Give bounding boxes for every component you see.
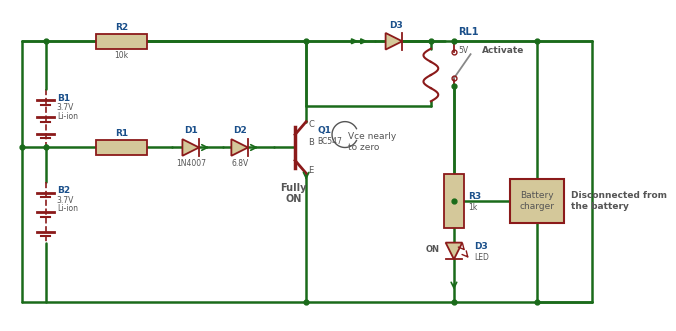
Text: RL1: RL1 xyxy=(458,27,479,37)
Text: 1N4007: 1N4007 xyxy=(176,160,206,168)
Polygon shape xyxy=(445,243,462,259)
Text: D3: D3 xyxy=(389,21,403,30)
Polygon shape xyxy=(361,39,366,44)
Text: Q1: Q1 xyxy=(317,126,331,135)
Bar xyxy=(443,174,464,228)
Polygon shape xyxy=(352,39,357,44)
Bar xyxy=(510,179,564,223)
Text: D3: D3 xyxy=(475,242,488,251)
Text: D1: D1 xyxy=(184,126,197,135)
Text: R1: R1 xyxy=(115,129,128,138)
Text: 1k: 1k xyxy=(468,203,477,212)
Text: B: B xyxy=(308,138,314,147)
Text: 3.7V: 3.7V xyxy=(57,196,74,205)
Text: 3.7V: 3.7V xyxy=(57,103,74,112)
Text: R3: R3 xyxy=(468,192,481,201)
Text: R2: R2 xyxy=(115,23,128,32)
Text: D2: D2 xyxy=(233,126,247,135)
Polygon shape xyxy=(231,139,248,156)
Bar xyxy=(95,34,147,49)
Polygon shape xyxy=(183,139,199,156)
Text: 6.8V: 6.8V xyxy=(231,160,248,168)
Text: Fully: Fully xyxy=(280,183,306,193)
Text: 5V: 5V xyxy=(458,46,468,55)
Bar xyxy=(95,140,147,155)
Text: charger: charger xyxy=(520,202,554,211)
Text: LED: LED xyxy=(475,253,489,262)
Text: B1: B1 xyxy=(57,94,70,103)
Text: Li-ion: Li-ion xyxy=(57,204,78,213)
Text: Battery: Battery xyxy=(521,191,554,200)
Text: Disconnected from: Disconnected from xyxy=(571,191,667,200)
Text: ON: ON xyxy=(426,245,440,254)
Text: to zero: to zero xyxy=(347,143,379,152)
Text: E: E xyxy=(308,166,313,175)
Text: B2: B2 xyxy=(57,186,70,195)
Text: BC547: BC547 xyxy=(317,136,342,146)
Text: the battery: the battery xyxy=(571,202,629,211)
Text: 10k: 10k xyxy=(114,51,128,60)
Text: Li-ion: Li-ion xyxy=(57,112,78,120)
Text: Activate: Activate xyxy=(482,46,524,55)
Text: ON: ON xyxy=(285,194,301,204)
Polygon shape xyxy=(385,33,402,50)
Text: Vce nearly: Vce nearly xyxy=(347,132,396,141)
Text: C: C xyxy=(308,120,314,129)
